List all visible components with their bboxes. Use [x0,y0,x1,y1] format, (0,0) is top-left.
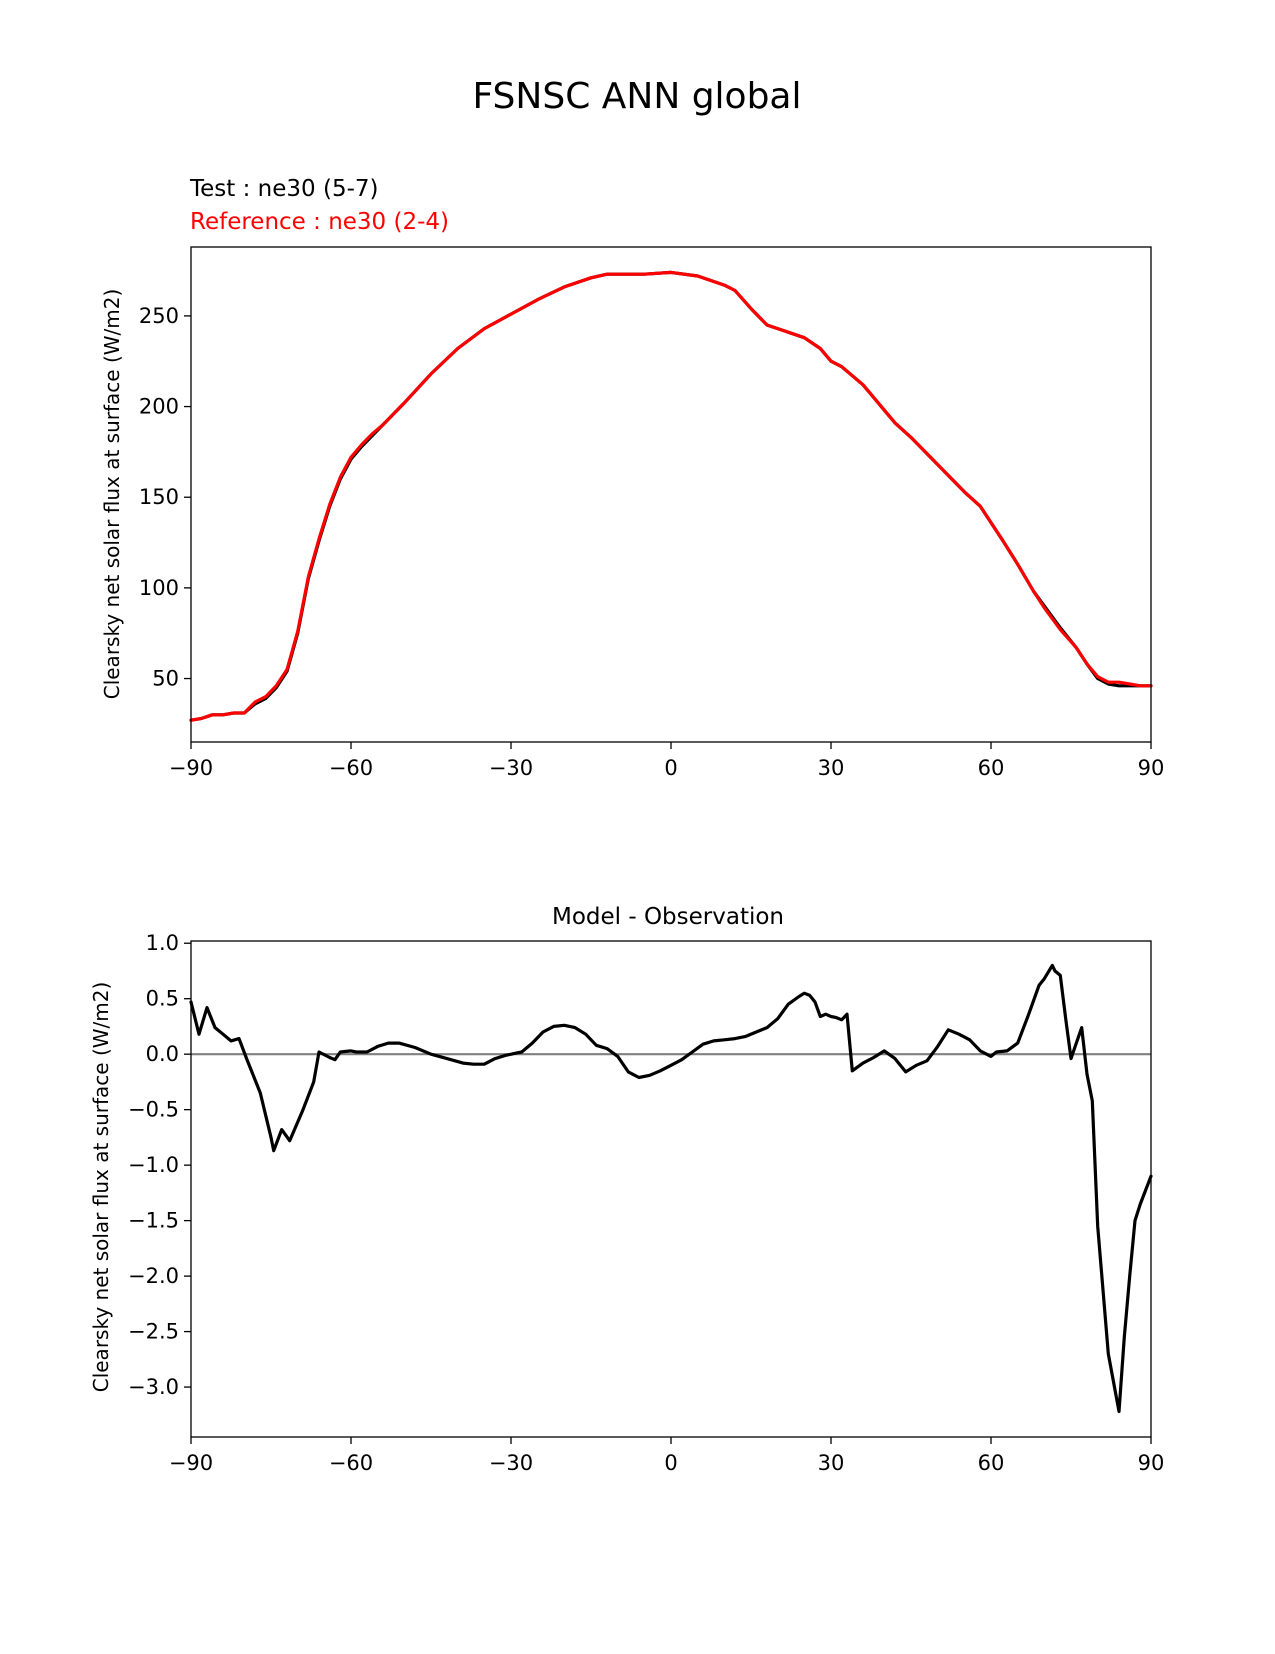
bottom-x-tick-label: 60 [978,1451,1005,1475]
top-x-tick-label: −60 [329,756,373,780]
top-y-tick-label: 50 [152,667,179,691]
bottom-panel: Model - Observation Clearsky net solar f… [89,904,1164,1475]
test-title: Test : ne30 (5-7) [189,176,378,202]
bottom-y-axis-label: Clearsky net solar flux at surface (W/m2… [89,982,113,1393]
bottom-x-tick-label: 0 [664,1451,677,1475]
top-y-axis-label: Clearsky net solar flux at surface (W/m2… [100,289,124,700]
top-x-tick-label: 60 [978,756,1005,780]
top-x-tick-label: 90 [1138,756,1165,780]
difference-series-line [189,963,1153,1414]
top-panel: Test : ne30 (5-7) Reference : ne30 (2-4)… [100,176,1164,780]
bottom-y-tick-label: −2.0 [128,1264,179,1288]
top-y-tick-label: 250 [139,304,179,328]
bottom-y-tick-label: −2.5 [128,1320,179,1344]
bottom-x-tick-label: 90 [1138,1451,1165,1475]
top-x-tick-label: 30 [818,756,845,780]
bottom-y-tick-label: 0.5 [146,987,179,1011]
bottom-plot-frame [190,940,1152,1438]
top-x-tick-label: −30 [489,756,533,780]
figure-title: FSNSC ANN global [472,76,801,117]
bottom-x-tick-label: −90 [169,1451,213,1475]
bottom-y-tick-label: −0.5 [128,1098,179,1122]
bottom-y-tick-label: 1.0 [146,931,179,955]
top-x-tick-label: 0 [664,756,677,780]
top-y-tick-label: 150 [139,485,179,509]
top-reference-series-line [189,270,1153,722]
top-x-tick-label: −90 [169,756,213,780]
bottom-y-tick-label: −3.0 [128,1375,179,1399]
bottom-title: Model - Observation [552,904,784,930]
top-y-tick-label: 200 [139,395,179,419]
bottom-y-tick-label: −1.5 [128,1209,179,1233]
bottom-series-lines [189,963,1153,1414]
top-series-lines [189,270,1153,722]
top-axis-ticks: −90 −60 −30 0 30 60 90 50 100 150 200 250 [139,304,1164,780]
bottom-y-tick-label: −1.0 [128,1153,179,1177]
bottom-axis-ticks: −90 −60 −30 0 30 60 90 1.0 0.5 0.0 −0.5 −1.0 −1.5 −2.… [128,931,1164,1475]
bottom-x-tick-label: −30 [489,1451,533,1475]
bottom-y-tick-label: 0.0 [146,1042,179,1066]
reference-title: Reference : ne30 (2-4) [190,209,449,235]
bottom-x-tick-label: −60 [329,1451,373,1475]
bottom-x-tick-label: 30 [818,1451,845,1475]
top-y-tick-label: 100 [139,576,179,600]
top-plot-frame [190,246,1152,743]
